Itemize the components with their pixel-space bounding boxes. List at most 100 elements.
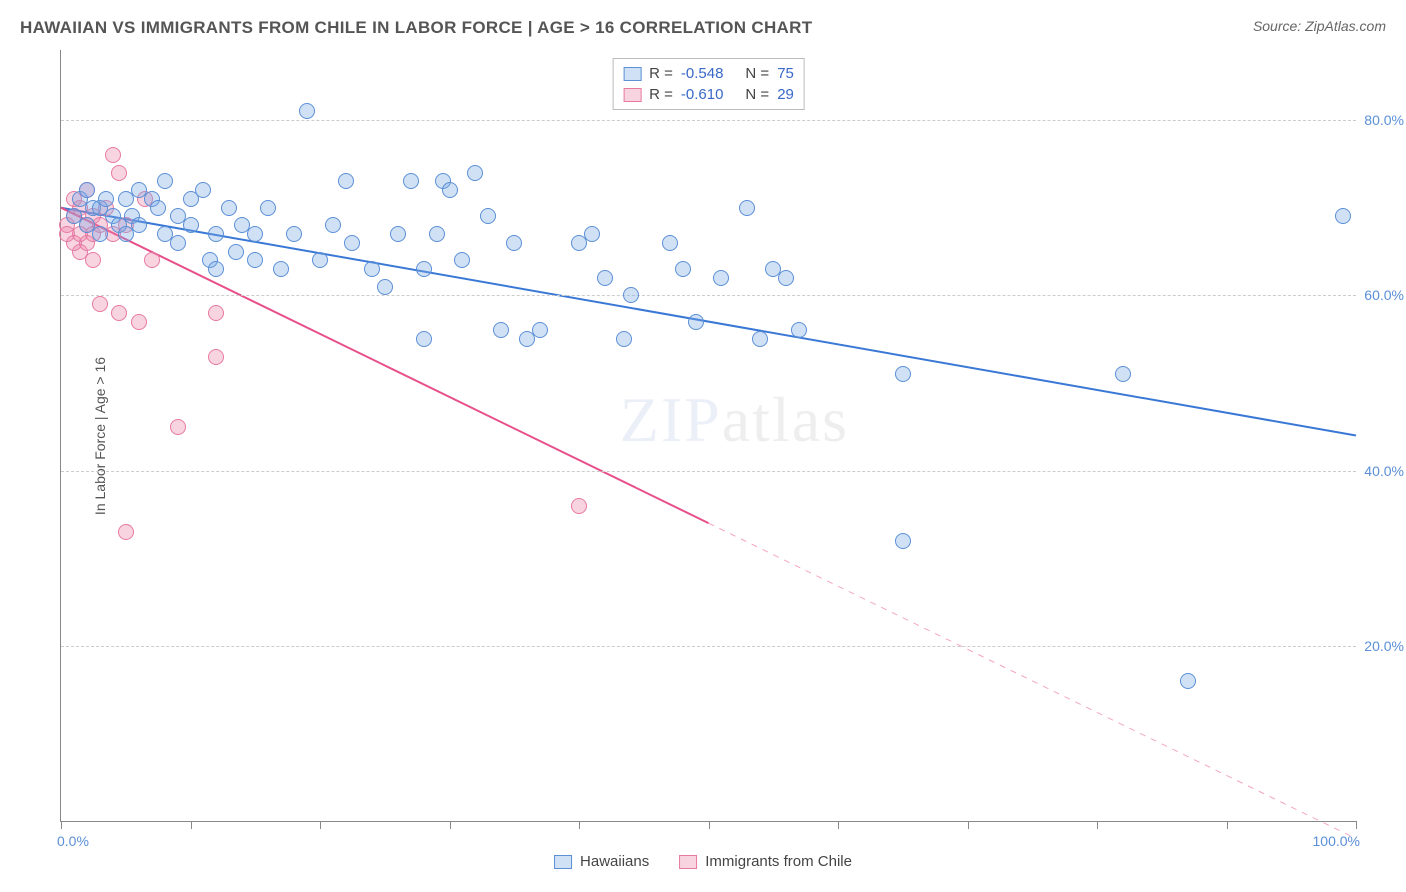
x-tick bbox=[968, 821, 969, 829]
point-hawaiians bbox=[344, 235, 360, 251]
point-hawaiians bbox=[228, 244, 244, 260]
point-hawaiians bbox=[713, 270, 729, 286]
point-hawaiians bbox=[416, 331, 432, 347]
point-hawaiians bbox=[506, 235, 522, 251]
point-hawaiians bbox=[150, 200, 166, 216]
point-hawaiians bbox=[442, 182, 458, 198]
gridline bbox=[61, 120, 1356, 121]
point-hawaiians bbox=[532, 322, 548, 338]
regression-lines bbox=[61, 50, 1356, 821]
series-legend: Hawaiians Immigrants from Chile bbox=[554, 853, 852, 870]
gridline bbox=[61, 646, 1356, 647]
y-tick-label: 40.0% bbox=[1364, 463, 1404, 479]
point-hawaiians bbox=[752, 331, 768, 347]
point-hawaiians bbox=[467, 165, 483, 181]
x-tick bbox=[1356, 821, 1357, 829]
point-hawaiians bbox=[98, 191, 114, 207]
point-hawaiians bbox=[739, 200, 755, 216]
point-hawaiians bbox=[364, 261, 380, 277]
point-hawaiians bbox=[791, 322, 807, 338]
r-value-1: -0.610 bbox=[681, 86, 724, 103]
point-chile bbox=[85, 252, 101, 268]
y-tick-label: 20.0% bbox=[1364, 638, 1404, 654]
point-hawaiians bbox=[416, 261, 432, 277]
source-attribution: Source: ZipAtlas.com bbox=[1253, 18, 1386, 34]
point-hawaiians bbox=[895, 366, 911, 382]
point-chile bbox=[170, 419, 186, 435]
point-hawaiians bbox=[480, 208, 496, 224]
stats-row-chile: R = -0.610 N = 29 bbox=[623, 84, 794, 105]
point-hawaiians bbox=[493, 322, 509, 338]
point-hawaiians bbox=[260, 200, 276, 216]
point-chile bbox=[118, 524, 134, 540]
point-hawaiians bbox=[325, 217, 341, 233]
legend-swatch-chile bbox=[679, 855, 697, 869]
point-hawaiians bbox=[195, 182, 211, 198]
legend-label-hawaiians: Hawaiians bbox=[580, 853, 649, 870]
x-tick bbox=[579, 821, 580, 829]
n-label-0: N = bbox=[745, 65, 769, 82]
point-hawaiians bbox=[623, 287, 639, 303]
gridline bbox=[61, 471, 1356, 472]
legend-item-chile: Immigrants from Chile bbox=[679, 853, 852, 870]
x-tick bbox=[61, 821, 62, 829]
point-hawaiians bbox=[688, 314, 704, 330]
point-hawaiians bbox=[429, 226, 445, 242]
gridline bbox=[61, 295, 1356, 296]
point-hawaiians bbox=[895, 533, 911, 549]
source-label: Source: bbox=[1253, 18, 1305, 34]
point-chile bbox=[131, 314, 147, 330]
point-hawaiians bbox=[247, 252, 263, 268]
point-hawaiians bbox=[208, 261, 224, 277]
point-hawaiians bbox=[338, 173, 354, 189]
source-name: ZipAtlas.com bbox=[1305, 18, 1386, 34]
point-hawaiians bbox=[1335, 208, 1351, 224]
chart-container: HAWAIIAN VS IMMIGRANTS FROM CHILE IN LAB… bbox=[0, 0, 1406, 892]
point-hawaiians bbox=[312, 252, 328, 268]
point-hawaiians bbox=[92, 226, 108, 242]
x-tick bbox=[709, 821, 710, 829]
x-tick bbox=[1227, 821, 1228, 829]
legend-swatch-hawaiians bbox=[554, 855, 572, 869]
point-hawaiians bbox=[616, 331, 632, 347]
plot-area: ZIPatlas In Labor Force | Age > 16 R = -… bbox=[60, 50, 1356, 822]
x-tick bbox=[838, 821, 839, 829]
point-hawaiians bbox=[675, 261, 691, 277]
point-hawaiians bbox=[183, 217, 199, 233]
x-tick bbox=[191, 821, 192, 829]
x-tick bbox=[1097, 821, 1098, 829]
point-hawaiians bbox=[221, 200, 237, 216]
point-chile bbox=[208, 349, 224, 365]
y-tick-label: 60.0% bbox=[1364, 287, 1404, 303]
point-chile bbox=[208, 305, 224, 321]
x-tick bbox=[320, 821, 321, 829]
point-hawaiians bbox=[584, 226, 600, 242]
point-hawaiians bbox=[390, 226, 406, 242]
header: HAWAIIAN VS IMMIGRANTS FROM CHILE IN LAB… bbox=[20, 18, 1386, 38]
point-hawaiians bbox=[247, 226, 263, 242]
point-hawaiians bbox=[299, 103, 315, 119]
point-hawaiians bbox=[778, 270, 794, 286]
point-chile bbox=[111, 305, 127, 321]
point-hawaiians bbox=[286, 226, 302, 242]
n-value-1: 29 bbox=[777, 86, 794, 103]
point-chile bbox=[144, 252, 160, 268]
legend-label-chile: Immigrants from Chile bbox=[705, 853, 852, 870]
point-hawaiians bbox=[131, 217, 147, 233]
point-hawaiians bbox=[157, 173, 173, 189]
r-label-0: R = bbox=[649, 65, 673, 82]
x-axis-max-label: 100.0% bbox=[1313, 833, 1360, 849]
point-hawaiians bbox=[662, 235, 678, 251]
x-axis-min-label: 0.0% bbox=[57, 833, 89, 849]
point-hawaiians bbox=[454, 252, 470, 268]
point-hawaiians bbox=[208, 226, 224, 242]
point-hawaiians bbox=[377, 279, 393, 295]
x-tick bbox=[450, 821, 451, 829]
point-chile bbox=[105, 147, 121, 163]
point-chile bbox=[111, 165, 127, 181]
swatch-hawaiians bbox=[623, 67, 641, 81]
swatch-chile bbox=[623, 88, 641, 102]
r-label-1: R = bbox=[649, 86, 673, 103]
regression-line-dashed-chile bbox=[709, 523, 1357, 838]
stats-legend: R = -0.548 N = 75 R = -0.610 N = 29 bbox=[612, 58, 805, 110]
